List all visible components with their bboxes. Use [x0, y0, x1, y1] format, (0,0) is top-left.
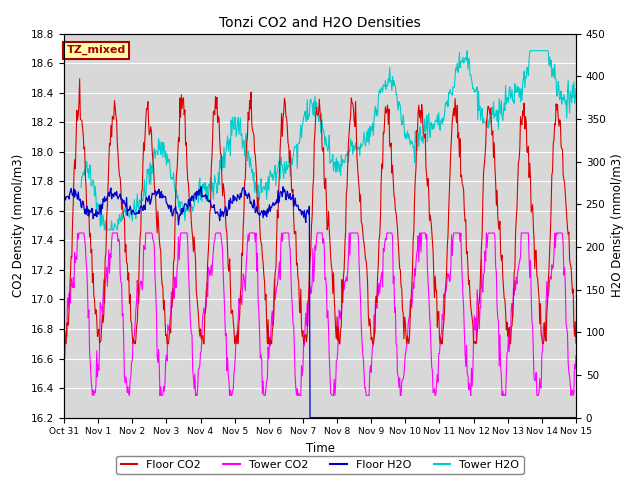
- Y-axis label: CO2 Density (mmol/m3): CO2 Density (mmol/m3): [12, 154, 26, 297]
- Title: Tonzi CO2 and H2O Densities: Tonzi CO2 and H2O Densities: [219, 16, 421, 30]
- Legend: Floor CO2, Tower CO2, Floor H2O, Tower H2O: Floor CO2, Tower CO2, Floor H2O, Tower H…: [116, 456, 524, 474]
- X-axis label: Time: Time: [305, 442, 335, 455]
- Y-axis label: H2O Density (mmol/m3): H2O Density (mmol/m3): [611, 154, 624, 298]
- Text: TZ_mixed: TZ_mixed: [67, 45, 126, 55]
